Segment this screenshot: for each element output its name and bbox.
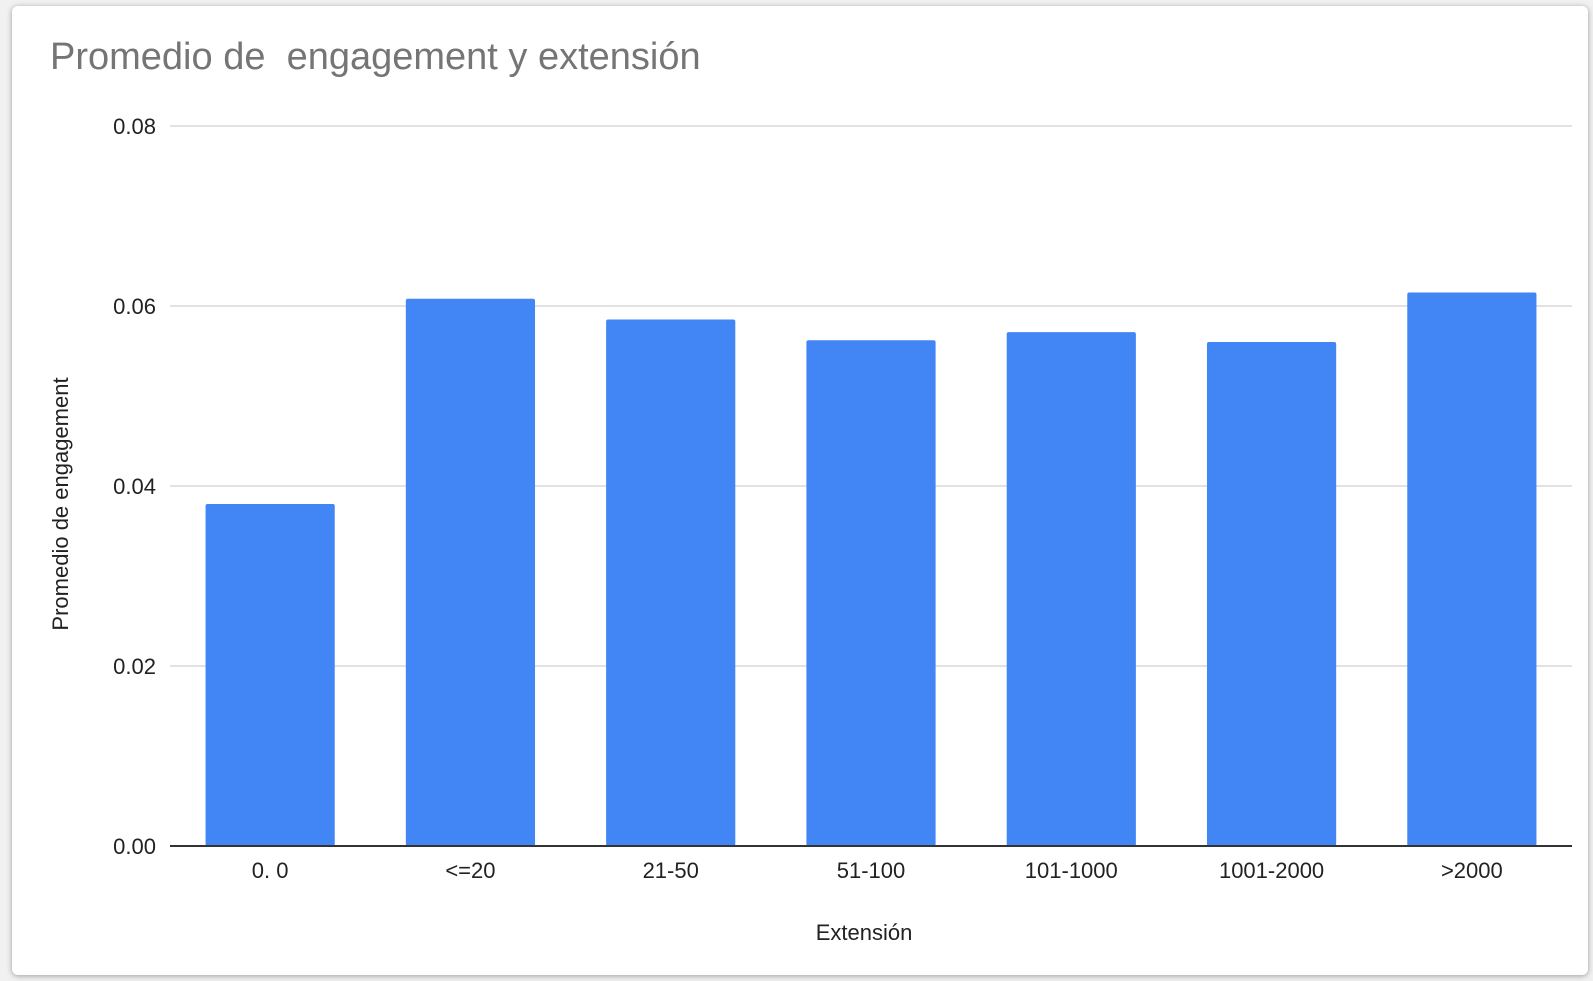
x-tick-label: 1001-2000 (1219, 858, 1324, 883)
bar-0 (205, 504, 335, 846)
x-tick-label: 51-100 (837, 858, 906, 883)
x-tick-label: 0. 0 (252, 858, 289, 883)
bar-1 (405, 298, 536, 846)
bar-2 (606, 319, 736, 846)
bar-chart: 0.00 0.02 0.04 0.06 0.08 0. 0 <=20 21-50 51-100 1… (48, 114, 1572, 945)
x-tick-label: 21-50 (643, 858, 699, 883)
bar-5 (1206, 342, 1337, 846)
chart-card: Promedio de engagement y extensión 0.00 0… (12, 6, 1588, 975)
y-tick-label: 0.06 (113, 294, 156, 319)
y-tick-label: 0.00 (113, 834, 156, 859)
bars (205, 292, 1537, 847)
x-tick-label: <=20 (445, 858, 495, 883)
chart-title: Promedio de engagement y extensión (50, 36, 701, 78)
bar-3 (806, 340, 936, 846)
y-axis-title: Promedio de engagement (48, 377, 73, 630)
y-tick-label: 0.04 (113, 474, 156, 499)
bar-4 (1006, 332, 1136, 847)
x-axis-title: Extensión (816, 920, 913, 945)
bar-6 (1407, 292, 1537, 846)
x-tick-label: >2000 (1441, 858, 1503, 883)
y-tick-label: 0.08 (113, 114, 156, 139)
tick-labels: 0.00 0.02 0.04 0.06 0.08 0. 0 <=20 21-50 51-100 1… (113, 114, 1503, 883)
gridlines (170, 125, 1572, 667)
x-tick-label: 101-1000 (1025, 858, 1118, 883)
y-tick-label: 0.02 (113, 654, 156, 679)
